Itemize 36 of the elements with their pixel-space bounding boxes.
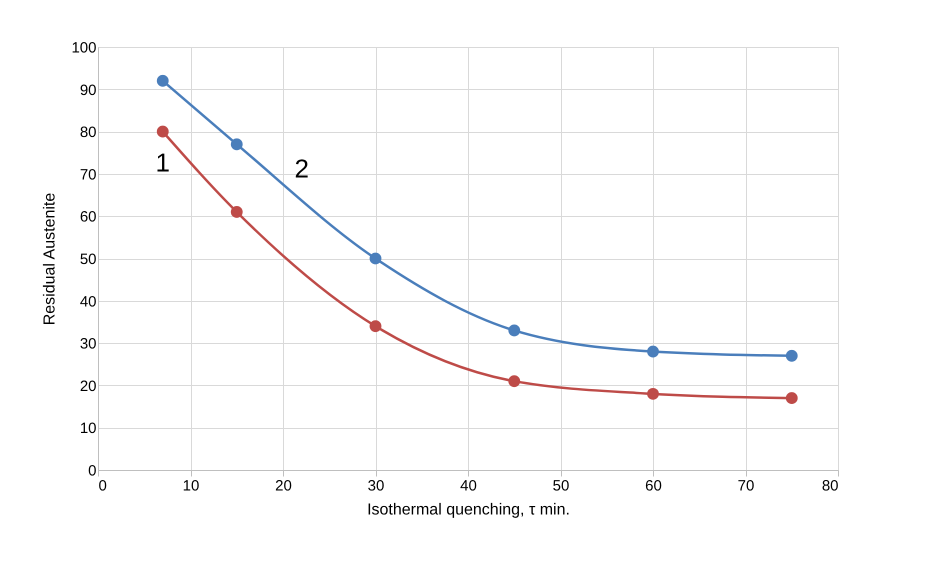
- x-tick-label: 50: [552, 478, 570, 494]
- y-tick-label: 10: [80, 420, 96, 438]
- point: [156, 126, 169, 138]
- point: [647, 388, 659, 400]
- y-tick-label: 100: [71, 40, 96, 56]
- x-tick-label: 0: [98, 478, 107, 494]
- y-tick-label: 60: [80, 208, 96, 226]
- x-tick-label: 80: [822, 478, 838, 494]
- y-tick-label: 80: [80, 124, 96, 142]
- x-axis-title: Isothermal quenching, τ min.: [367, 502, 570, 518]
- point: [786, 392, 798, 404]
- x-tick-label: 20: [275, 478, 292, 494]
- y-tick-label: 70: [80, 166, 96, 184]
- y-tick-label: 50: [80, 251, 96, 268]
- y-tick-label: 40: [80, 293, 96, 310]
- point: [230, 206, 243, 218]
- y-tick-label: 30: [80, 336, 96, 353]
- point: [156, 74, 169, 87]
- y-tick-label: 90: [80, 82, 96, 99]
- point: [370, 252, 382, 264]
- x-tick-label: 30: [368, 478, 384, 494]
- point: [370, 320, 382, 332]
- series-label: 2: [294, 153, 309, 184]
- y-axis-title: Residual Austenite: [41, 192, 58, 326]
- x-tick-label: 70: [738, 478, 754, 494]
- x-tick-label: 10: [182, 478, 200, 494]
- point: [508, 375, 520, 388]
- point: [786, 350, 798, 362]
- point: [508, 324, 520, 336]
- x-tick-label: 60: [645, 478, 662, 494]
- y-tick-label: 0: [88, 462, 96, 480]
- series-label: 1: [156, 148, 170, 178]
- x-tick-label: 40: [460, 478, 477, 494]
- y-tick-label: 20: [80, 378, 96, 395]
- point: [230, 138, 243, 150]
- point: [647, 346, 659, 358]
